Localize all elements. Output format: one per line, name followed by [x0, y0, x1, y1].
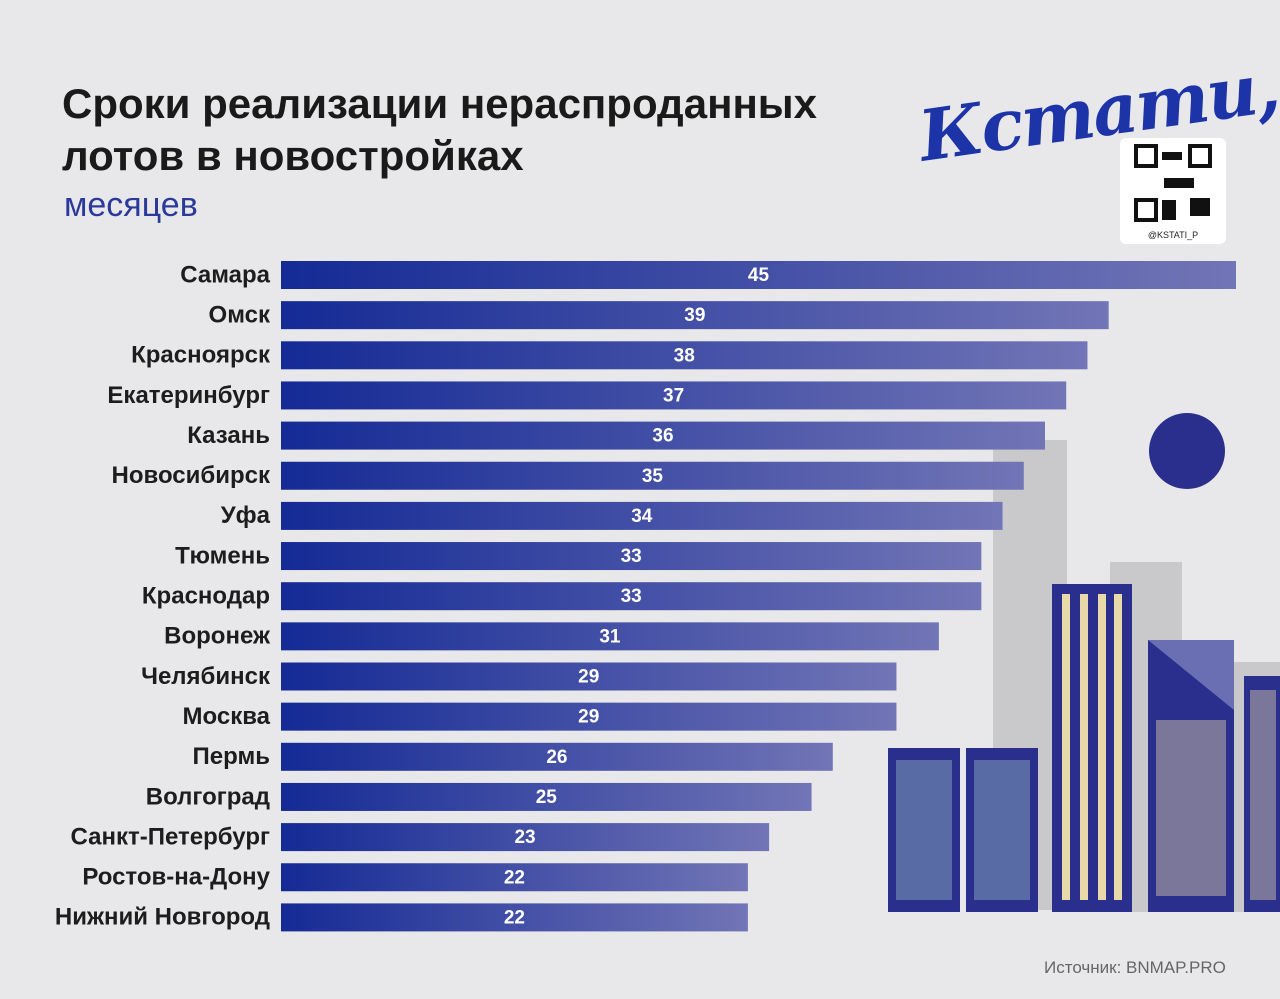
bar — [281, 582, 982, 611]
bar — [281, 823, 770, 852]
bar — [281, 461, 1024, 490]
category-label: Екатеринбург — [107, 382, 270, 409]
value-label: 29 — [578, 667, 599, 688]
value-label: 34 — [631, 506, 653, 527]
source-note: Источник: BNMAP.PRO — [1044, 958, 1226, 977]
category-label: Москва — [183, 703, 271, 730]
category-label: Нижний Новгород — [55, 904, 270, 931]
value-label: 45 — [748, 265, 770, 286]
bar — [281, 301, 1109, 330]
category-label: Казань — [187, 422, 270, 449]
value-label: 37 — [663, 385, 684, 406]
value-label: 26 — [546, 747, 567, 768]
bar — [281, 622, 939, 651]
category-label: Воронеж — [164, 623, 271, 650]
value-label: 36 — [652, 426, 673, 447]
buildings — [888, 413, 1280, 912]
category-label: Волгоград — [146, 783, 270, 810]
bar — [281, 261, 1236, 289]
bar — [281, 381, 1067, 410]
category-label: Омск — [209, 301, 271, 328]
value-label: 25 — [536, 787, 558, 808]
value-label: 33 — [621, 546, 642, 567]
category-label: Краснодар — [142, 583, 270, 610]
value-label: 22 — [504, 867, 525, 888]
qr-code — [1120, 138, 1226, 244]
bar — [281, 542, 982, 571]
category-label: Тюмень — [175, 542, 270, 569]
category-label: Новосибирск — [112, 462, 271, 489]
value-label: 39 — [684, 305, 705, 326]
category-label: Ростов-на-Дону — [82, 864, 270, 891]
bar — [281, 742, 833, 771]
bar — [281, 782, 812, 811]
value-label: 33 — [621, 586, 642, 607]
bar — [281, 421, 1045, 450]
category-label: Челябинск — [141, 663, 271, 690]
category-label: Самара — [180, 261, 270, 288]
bar — [281, 501, 1003, 530]
category-label: Санкт-Петербург — [71, 823, 270, 850]
category-label: Красноярск — [131, 342, 271, 369]
bar — [281, 341, 1088, 370]
value-label: 31 — [599, 626, 621, 647]
category-label: Уфа — [221, 502, 271, 529]
bar — [281, 863, 748, 892]
value-label: 38 — [674, 345, 695, 366]
category-label: Пермь — [193, 743, 270, 770]
value-label: 29 — [578, 707, 599, 728]
bar — [281, 662, 897, 691]
logo-handle: @KSTATI_P — [1147, 230, 1199, 240]
value-label: 22 — [504, 907, 525, 928]
bar — [281, 903, 748, 932]
chart-subtitle: месяцев — [64, 186, 198, 224]
qr-pattern — [1134, 144, 1212, 222]
value-label: 35 — [642, 466, 664, 487]
chart-title: Сроки реализации нераспроданных лотов в … — [62, 80, 818, 179]
value-label: 23 — [514, 827, 535, 848]
bar — [281, 702, 897, 731]
